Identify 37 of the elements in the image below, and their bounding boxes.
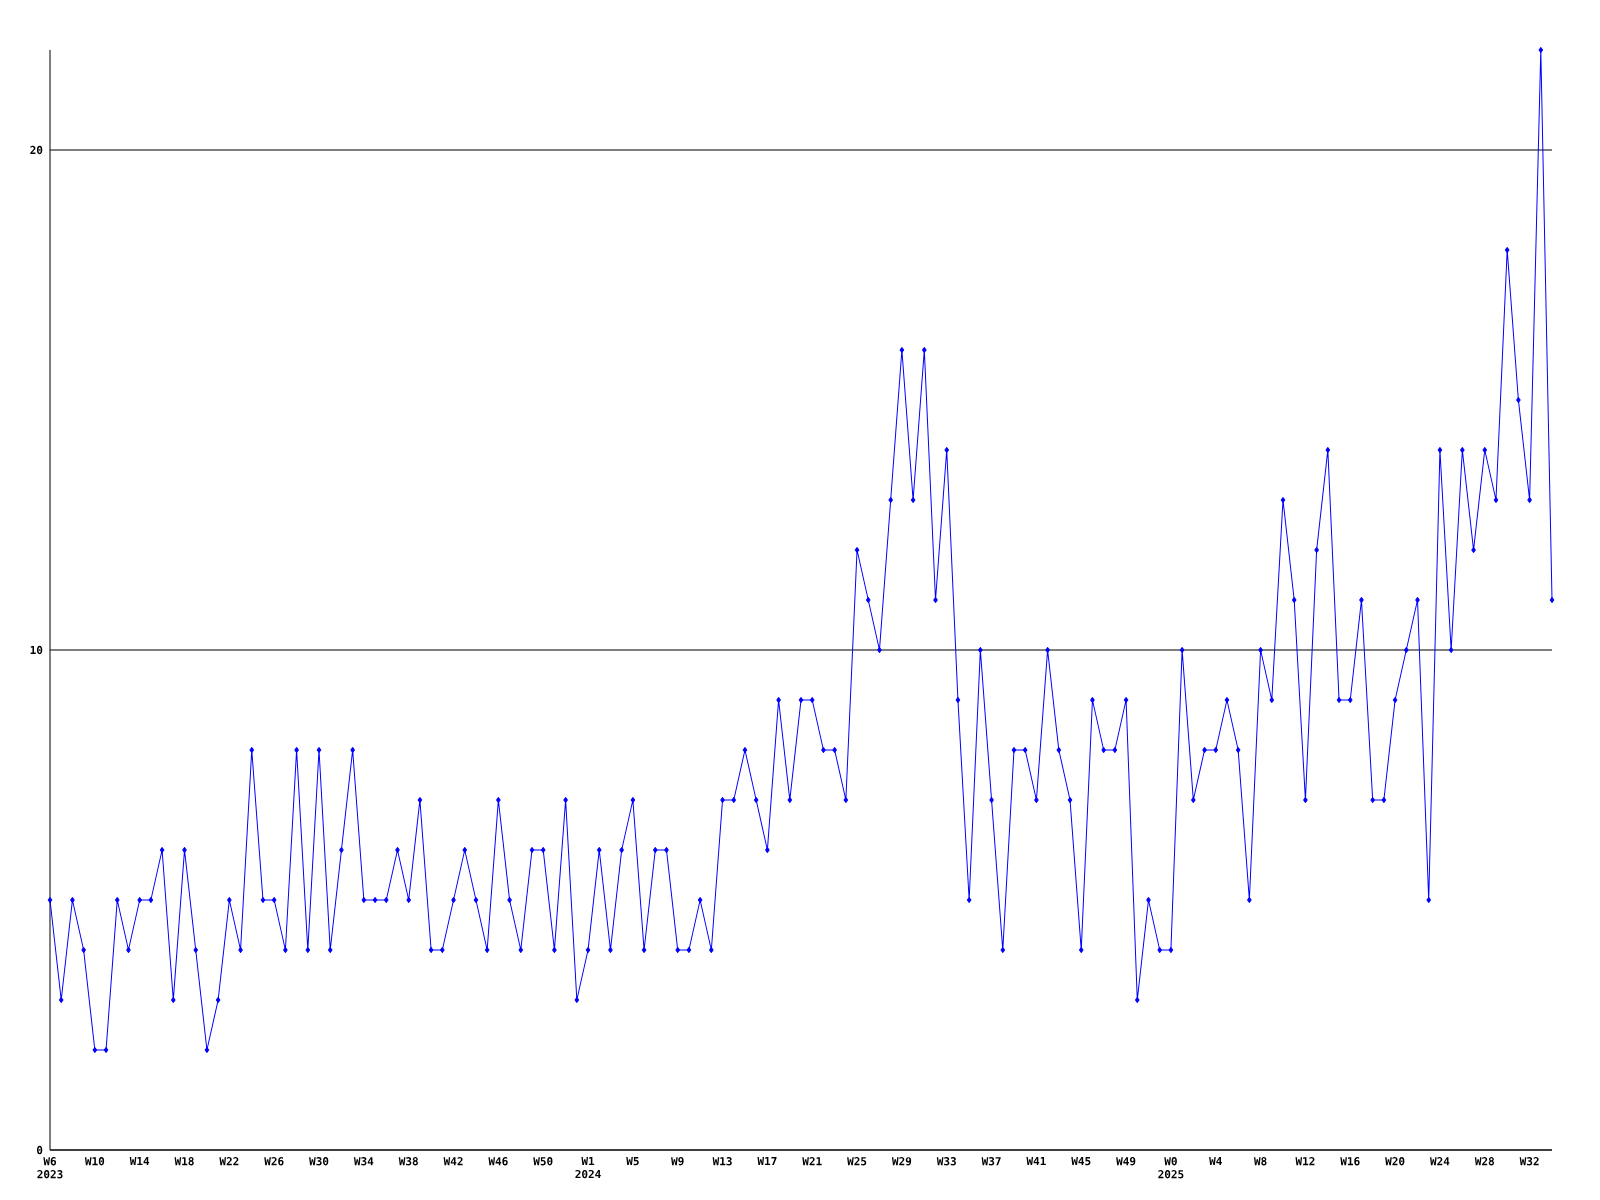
- x-tick-label: W49: [1116, 1157, 1136, 1166]
- x-tick-label: W42: [443, 1157, 463, 1166]
- x-tick-label: W20: [1385, 1157, 1405, 1166]
- x-tick-label: W24: [1430, 1157, 1450, 1166]
- x-tick-label: W26: [264, 1157, 284, 1166]
- x-tick-label: W13: [712, 1157, 732, 1166]
- y-tick-label: 0: [36, 1145, 43, 1155]
- x-tick-label: W28: [1474, 1157, 1494, 1166]
- y-tick-label: 20: [30, 145, 43, 155]
- x-tick-label: W8: [1253, 1157, 1267, 1166]
- x-tick-label: W17: [757, 1157, 777, 1166]
- y-tick-label: 10: [30, 645, 43, 655]
- x-tick-label: W30: [309, 1157, 329, 1166]
- x-tick-label: W34: [353, 1157, 374, 1166]
- x-tick-label: W9: [671, 1157, 684, 1166]
- x-tick-label: W0 2025: [1158, 1157, 1184, 1179]
- x-tick-label: W12: [1295, 1157, 1315, 1166]
- x-tick-label: W16: [1340, 1157, 1360, 1166]
- x-tick-label: W45: [1071, 1157, 1091, 1166]
- x-tick-label: W25: [847, 1157, 867, 1166]
- x-tick-label: W14: [129, 1157, 150, 1166]
- x-tick-label: W6 2023: [37, 1157, 63, 1179]
- x-tick-label: W10: [84, 1157, 105, 1166]
- x-tick-label: W5: [626, 1157, 639, 1166]
- x-tick-label: W46: [488, 1157, 508, 1166]
- x-tick-label: W1 2024: [575, 1157, 601, 1179]
- x-tick-label: W29: [891, 1157, 912, 1166]
- x-tick-label: W33: [936, 1157, 956, 1166]
- x-tick-label: W41: [1026, 1157, 1046, 1166]
- x-tick-label: W38: [398, 1157, 418, 1166]
- x-tick-label: W4: [1209, 1157, 1222, 1166]
- x-tick-label: W50: [533, 1157, 553, 1166]
- x-tick-label: W22: [219, 1157, 239, 1166]
- x-tick-label: W21: [802, 1157, 822, 1166]
- x-tick-label: W18: [174, 1157, 194, 1166]
- x-tick-label: W37: [981, 1157, 1001, 1166]
- x-tick-label: W32: [1519, 1157, 1539, 1166]
